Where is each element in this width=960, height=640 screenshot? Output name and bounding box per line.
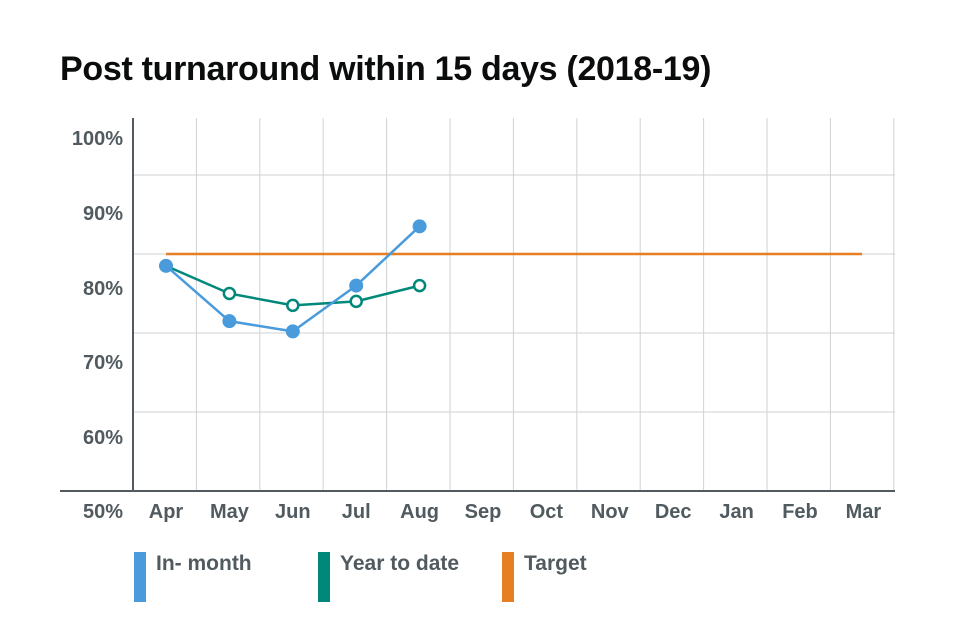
x-tick-label: Jul [342, 501, 371, 523]
y-tick-label: 80% [83, 278, 123, 300]
legend-swatch [502, 552, 514, 602]
in-month-point [285, 324, 300, 339]
in-month-line [165, 225, 421, 333]
x-tick-label: Aug [400, 501, 439, 523]
legend-swatch [318, 552, 330, 602]
year-to-date-point [349, 294, 363, 309]
x-tick-label: Sep [465, 501, 502, 523]
year-to-date-point [412, 278, 427, 293]
y-tick-label: 50% [83, 501, 123, 523]
y-tick-label: 70% [83, 352, 123, 374]
x-tick-label: Jan [719, 501, 753, 523]
legend-swatch [134, 552, 146, 602]
x-tick-label: Jun [275, 501, 311, 523]
x-tick-label: Dec [655, 501, 692, 523]
legend-label: Year to date [340, 552, 460, 575]
legend-label: Target [524, 552, 587, 575]
in-month-point [159, 258, 173, 273]
year-to-date-point [222, 286, 237, 301]
x-tick-label: Feb [782, 501, 818, 523]
year-to-date-point [286, 298, 300, 313]
y-tick-label: 100% [72, 128, 123, 150]
y-tick-label: 60% [83, 427, 123, 449]
x-tick-label: Apr [149, 501, 184, 523]
in-month-point [412, 219, 427, 234]
x-tick-label: Nov [591, 501, 630, 523]
x-tick-label: May [210, 501, 250, 523]
in-month-point [222, 314, 237, 329]
line-chart-plot: 50% 60% 70% 80% 90% 100% Apr May Jun Jul Aug Sep Oct… [60, 118, 895, 523]
y-tick-label: 90% [83, 203, 123, 225]
x-tick-label: Oct [530, 501, 564, 523]
legend-label: In- month [156, 552, 252, 575]
chart-title: Post turnaround within 15 days (2018-19) [60, 50, 712, 88]
in-month-point [349, 278, 364, 293]
chart-legend: In- month Year to date Target [0, 548, 960, 608]
x-tick-label: Mar [846, 501, 882, 523]
